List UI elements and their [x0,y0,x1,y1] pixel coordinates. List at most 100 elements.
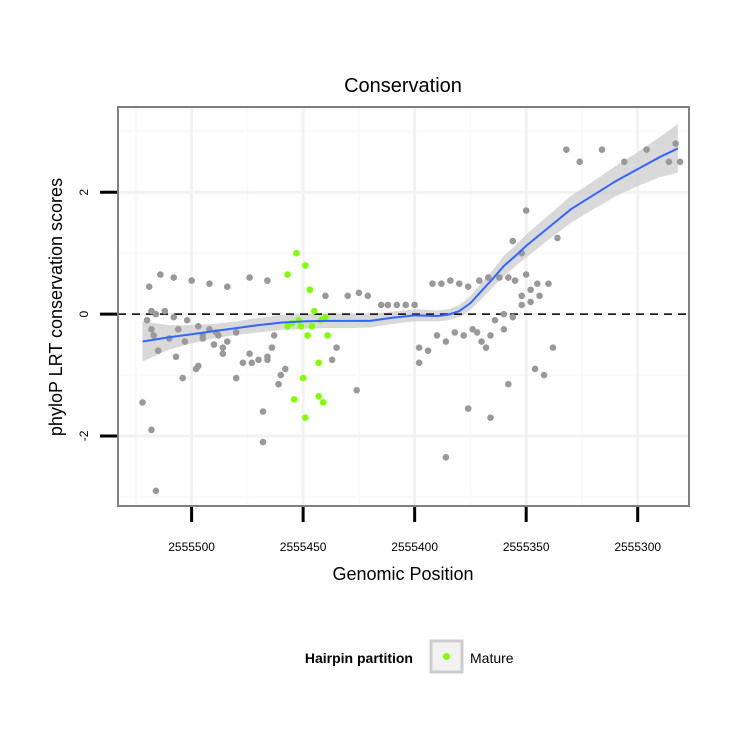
data-point [476,277,483,284]
data-point [491,316,499,324]
data-point-mature [308,322,316,330]
data-point-mature [310,307,318,315]
y-axis-title: phyloP LRT conservation scores [46,178,66,436]
data-point [344,292,352,300]
data-point [353,386,360,394]
legend-title: Hairpin partition [305,650,413,666]
data-point [518,292,526,300]
data-point [170,274,178,281]
data-point [181,338,189,345]
data-point [487,414,494,421]
x-tick-label: 2555450 [280,540,327,554]
data-point [411,301,418,309]
data-point [527,298,534,306]
y-axis: -2 0 2 [77,189,117,441]
data-point [223,283,231,291]
x-axis: 2555500 2555450 2555400 2555350 2555300 [168,507,661,554]
data-point-mature [293,249,300,257]
x-tick-label: 2555400 [391,540,438,554]
data-point [183,316,191,324]
loess-fit-line [142,147,679,343]
data-point [154,347,162,354]
data-point [246,350,253,358]
legend-key-mature-point [443,653,450,660]
data-point-mature [302,414,309,421]
smooth-line-layer [142,147,679,343]
data-point [460,332,468,339]
data-point [246,274,253,281]
data-point [255,356,262,364]
data-point [206,280,213,287]
data-point [534,280,541,287]
data-point [174,326,182,333]
data-point [143,316,151,324]
data-point [377,301,385,309]
data-point [415,359,423,367]
data-point-mature [306,286,314,294]
data-point [424,347,432,354]
data-point [473,329,481,336]
data-point [545,280,552,287]
data-point-mature [302,262,309,269]
data-point-mature [297,322,305,330]
chart-title: Conservation [344,75,462,97]
data-point [455,280,463,287]
points-layer [139,140,684,495]
data-point [505,274,512,281]
data-point [509,237,517,245]
data-point-mature [290,396,298,403]
data-point [527,286,534,294]
data-point [442,338,450,345]
data-point [464,283,472,291]
data-point [232,374,240,382]
data-point-mature [324,332,331,339]
data-point [672,140,679,147]
data-point-mature [299,374,307,382]
data-point [264,277,271,284]
data-point [148,326,155,333]
data-point [676,158,684,166]
data-point [505,380,512,388]
data-point [333,344,340,351]
data-point [393,301,401,309]
data-point-mature [315,393,323,400]
data-point [621,158,628,166]
x-axis-title: Genomic Position [332,564,473,584]
data-point [170,313,178,321]
panel-border [117,106,690,507]
data-point [148,307,155,315]
data-point [500,310,508,318]
data-point [275,380,282,388]
data-point [239,359,247,367]
data-point [496,274,503,281]
data-point [447,277,454,284]
data-point [192,365,200,373]
data-point [500,326,508,333]
data-point [384,301,392,309]
data-point [665,158,673,166]
data-point [509,313,517,321]
data-point [188,277,195,284]
data-point [259,438,267,446]
data-point [554,234,561,242]
legend-label-mature: Mature [470,650,514,666]
data-point-mature [304,332,311,339]
data-point [277,371,285,379]
data-point [157,271,164,278]
data-point [152,487,160,495]
x-tick-label: 2555300 [614,540,661,554]
data-point [484,274,492,281]
data-point [219,350,227,358]
data-point-mature [319,399,327,406]
data-point [150,332,157,339]
grid [118,107,689,506]
data-point [415,344,423,351]
data-point [281,365,289,373]
data-point [511,277,519,284]
data-point [161,307,169,315]
data-point [194,322,202,330]
data-point [270,332,278,339]
data-point-mature [284,271,291,278]
data-point [179,374,186,382]
x-tick-label: 2555500 [168,540,215,554]
